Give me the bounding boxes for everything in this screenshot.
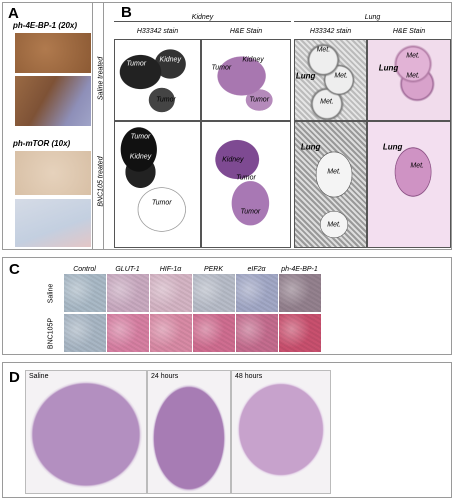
- micrograph: [236, 274, 278, 312]
- caption: ph-mTOR (10x): [13, 139, 71, 148]
- micrograph: [15, 151, 91, 195]
- panel-c: C Control GLUT-1 HIF-1α PERK eIF2α ph-4E-BP-1…: [2, 257, 452, 355]
- panel-label: C: [9, 261, 20, 278]
- panel-b: B Kidney Lung H33342 stain H&E Stain H33…: [92, 2, 452, 250]
- group-header: Lung: [294, 14, 451, 22]
- micrograph: Lung Met. Met.: [294, 121, 367, 248]
- micrograph: [15, 199, 91, 247]
- image-label: Tumor: [249, 96, 270, 104]
- image-label: Met.: [320, 98, 334, 106]
- image-label: Kidney: [222, 156, 244, 163]
- image-label: Kidney: [242, 56, 264, 64]
- panel-label: A: [8, 5, 19, 22]
- panel-d: D Saline 24 hours 48 hours: [2, 362, 452, 498]
- image-label: Lung: [378, 63, 399, 73]
- row-header: BNC105P: [47, 317, 55, 350]
- image-label: Met.: [316, 46, 331, 54]
- image-label: Tumor: [126, 60, 147, 68]
- micrograph: [107, 314, 149, 352]
- micrograph: [193, 274, 235, 312]
- micrograph: 48 hours: [231, 370, 331, 494]
- panel-label: D: [9, 369, 20, 386]
- micrograph: Saline: [25, 370, 147, 494]
- micrograph: Lung Met. Met.: [367, 39, 451, 121]
- image-label: Tumor: [156, 96, 176, 104]
- image-label: Tumor: [236, 174, 256, 182]
- column-header: H33342 stain: [136, 28, 179, 35]
- column-header: PERK: [203, 266, 224, 273]
- micrograph: Lung Met.: [367, 121, 451, 248]
- column-header: eIF2α: [247, 266, 266, 273]
- image-label: Kidney: [129, 153, 152, 161]
- micrograph: [64, 274, 106, 312]
- image-label: Lung: [382, 142, 403, 152]
- image-label: 24 hours: [151, 373, 179, 380]
- image-label: Tumor: [211, 64, 232, 72]
- caption: ph-4E-BP-1 (20x): [13, 21, 78, 30]
- image-label: Tumor: [151, 199, 172, 207]
- column-header: H33342 stain: [309, 28, 352, 35]
- micrograph: Tumor Kidney Tumor: [114, 39, 201, 121]
- row-header: BNC105 treated: [97, 156, 105, 207]
- micrograph: Met. Lung Met. Met.: [294, 39, 367, 121]
- image-label: 48 hours: [235, 373, 263, 380]
- micrograph: [279, 314, 321, 352]
- image-label: Lung: [295, 71, 316, 81]
- image-label: Met.: [406, 72, 420, 80]
- micrograph: [279, 274, 321, 312]
- image-label: Tumor: [130, 133, 151, 141]
- micrograph: [107, 274, 149, 312]
- image-label: Met.: [410, 162, 424, 170]
- image-label: Met.: [327, 168, 341, 176]
- micrograph: [15, 76, 91, 126]
- column-header: ph-4E-BP-1: [281, 266, 318, 273]
- micrograph: [236, 314, 278, 352]
- micrograph: [150, 314, 192, 352]
- image-label: Met.: [327, 221, 341, 228]
- micrograph: [150, 274, 192, 312]
- micrograph: [64, 314, 106, 352]
- image-label: Met.: [334, 72, 348, 80]
- micrograph: 24 hours: [147, 370, 231, 494]
- micrograph: Tumor Kidney Tumor: [201, 39, 291, 121]
- micrograph: Kidney Tumor Tumor: [201, 121, 291, 248]
- micrograph: [193, 314, 235, 352]
- group-header: Kidney: [114, 14, 291, 22]
- column-header: H&E Stain: [229, 28, 263, 35]
- row-header: Saline treated: [97, 56, 105, 101]
- panel-a: A ph-4E-BP-1 (20x) ph-mTOR (10x): [2, 2, 104, 250]
- image-label: Saline: [29, 373, 49, 380]
- image-label: Met.: [406, 52, 420, 60]
- image-label: Lung: [300, 142, 321, 152]
- micrograph: [15, 33, 91, 73]
- column-header: Control: [73, 266, 96, 273]
- column-header: HIF-1α: [159, 266, 182, 273]
- column-header: GLUT-1: [115, 266, 140, 273]
- row-header: Saline: [47, 283, 55, 304]
- panel-label: B: [121, 4, 132, 21]
- micrograph: Tumor Kidney Tumor: [114, 121, 201, 248]
- image-label: Tumor: [240, 208, 261, 216]
- column-header: H&E Stain: [392, 28, 426, 35]
- image-label: Kidney: [159, 56, 181, 64]
